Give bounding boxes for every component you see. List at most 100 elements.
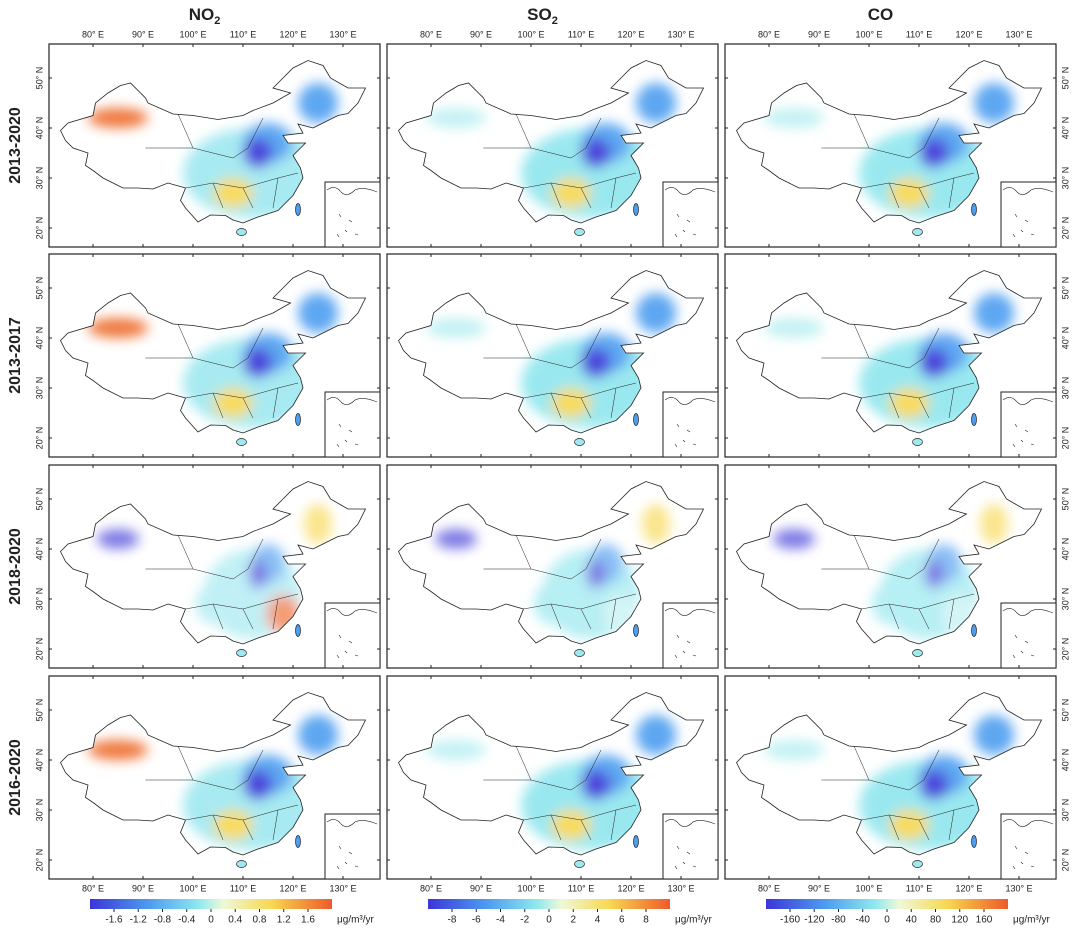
- colorbar: [428, 899, 670, 909]
- country-outline: [60, 270, 367, 434]
- country-outline: [60, 692, 367, 856]
- lat-label: 50° N: [1060, 277, 1070, 300]
- province-lines: [821, 534, 975, 630]
- country-outline: [736, 270, 1043, 434]
- lon-label: 100° E: [517, 883, 544, 893]
- colorbar-label: -2: [520, 915, 529, 926]
- inset-map: [326, 819, 378, 870]
- colorbar: [766, 899, 1008, 909]
- lat-label: 50° N: [34, 67, 44, 90]
- field-blob: [243, 770, 273, 800]
- lat-label: 40° N: [34, 327, 44, 350]
- lat-label: 50° N: [1060, 488, 1070, 511]
- colorbar-label: -1.6: [105, 915, 123, 926]
- colorbar-label: -80: [831, 915, 846, 926]
- inset-map: [326, 608, 378, 659]
- province-lines: [821, 323, 975, 419]
- colorbar-label: -6: [472, 915, 481, 926]
- country-outline: [398, 481, 705, 645]
- province-lines: [145, 323, 299, 419]
- lon-label: 130° E: [667, 29, 694, 39]
- map-panel: [386, 464, 719, 669]
- map-panel: [724, 43, 1057, 248]
- field-blob: [889, 810, 929, 840]
- lon-label: 120° E: [279, 29, 306, 39]
- lon-label: 90° E: [132, 883, 154, 893]
- inset-map: [1002, 397, 1054, 448]
- lat-label: 50° N: [1060, 699, 1070, 722]
- field: [88, 715, 338, 850]
- lat-label: 30° N: [1060, 799, 1070, 822]
- inset-frame: [662, 391, 719, 458]
- lat-label: 40° N: [1060, 117, 1070, 140]
- lat-label: 30° N: [1060, 588, 1070, 611]
- inset-frame: [1000, 602, 1057, 669]
- field-blob: [551, 810, 591, 840]
- country-outline: [398, 270, 705, 434]
- inset-frame: [1000, 813, 1057, 880]
- inset-frame: [662, 813, 719, 880]
- country-outline: [736, 481, 1043, 645]
- lon-label: 130° E: [1005, 29, 1032, 39]
- hainan: [574, 438, 585, 446]
- map-panel: [48, 675, 381, 880]
- field-blob: [435, 529, 477, 549]
- lon-label: 90° E: [808, 29, 830, 39]
- field-blob: [298, 715, 338, 755]
- row-label: 2013-2020: [7, 107, 24, 184]
- field-blob: [426, 318, 486, 338]
- field-blob: [636, 83, 676, 123]
- lat-label: 20° N: [34, 849, 44, 872]
- title-text: CO: [868, 5, 894, 24]
- lat-label: 30° N: [1060, 167, 1070, 190]
- lat-label: 40° N: [1060, 538, 1070, 561]
- lat-label: 40° N: [34, 749, 44, 772]
- inset-frame: [662, 181, 719, 248]
- inset-map: [326, 187, 378, 238]
- lat-label: 50° N: [34, 488, 44, 511]
- title-text: NO: [189, 5, 215, 24]
- colorbar-label: 0: [884, 915, 890, 926]
- lon-label: 120° E: [955, 29, 982, 39]
- lat-label: 50° N: [34, 699, 44, 722]
- province-lines: [145, 534, 299, 630]
- field-blob: [304, 504, 332, 544]
- lon-label: 110° E: [568, 29, 594, 39]
- field-blob: [298, 83, 338, 123]
- field-blob: [557, 599, 585, 629]
- lon-label: 80° E: [420, 29, 442, 39]
- lat-label: 30° N: [34, 588, 44, 611]
- colorbar-label: -1.2: [130, 915, 148, 926]
- map-panel: [48, 43, 381, 248]
- inset-frame: [1000, 181, 1057, 248]
- field-blob: [974, 293, 1014, 333]
- lat-label: 50° N: [34, 277, 44, 300]
- taiwan: [633, 835, 639, 848]
- country-outline: [736, 692, 1043, 856]
- lat-label: 30° N: [34, 167, 44, 190]
- colorbar-label: -0.8: [154, 915, 172, 926]
- lon-label: 100° E: [517, 29, 544, 39]
- taiwan: [971, 413, 977, 426]
- lat-label: 20° N: [34, 427, 44, 450]
- lon-label: 80° E: [420, 883, 442, 893]
- lat-label: 20° N: [34, 638, 44, 661]
- colorbar-label: -40: [856, 915, 871, 926]
- colorbar-label: 4: [595, 915, 601, 926]
- column-title: CO: [868, 5, 894, 24]
- taiwan: [971, 203, 977, 216]
- lat-label: 30° N: [34, 377, 44, 400]
- field-blob: [919, 348, 949, 378]
- colorbar-label: 0: [546, 915, 552, 926]
- lon-label: 120° E: [279, 883, 306, 893]
- field-blob: [213, 810, 253, 840]
- country-outline: [398, 692, 705, 856]
- colorbar-label: 8: [643, 915, 649, 926]
- lat-label: 30° N: [1060, 377, 1070, 400]
- hainan: [236, 438, 247, 446]
- field-blob: [764, 740, 824, 760]
- inset-map: [664, 187, 716, 238]
- lon-label: 100° E: [179, 29, 206, 39]
- colorbar-label: 160: [976, 915, 993, 926]
- country-outline: [60, 481, 367, 645]
